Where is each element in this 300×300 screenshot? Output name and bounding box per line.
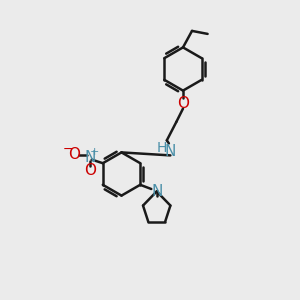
Text: +: + <box>90 147 99 157</box>
Text: N: N <box>165 144 176 159</box>
Text: −: − <box>63 143 74 156</box>
Text: H: H <box>156 141 167 155</box>
Text: O: O <box>177 96 189 111</box>
Text: N: N <box>84 150 96 165</box>
Text: N: N <box>151 184 162 199</box>
Text: O: O <box>84 163 96 178</box>
Text: O: O <box>68 147 80 162</box>
